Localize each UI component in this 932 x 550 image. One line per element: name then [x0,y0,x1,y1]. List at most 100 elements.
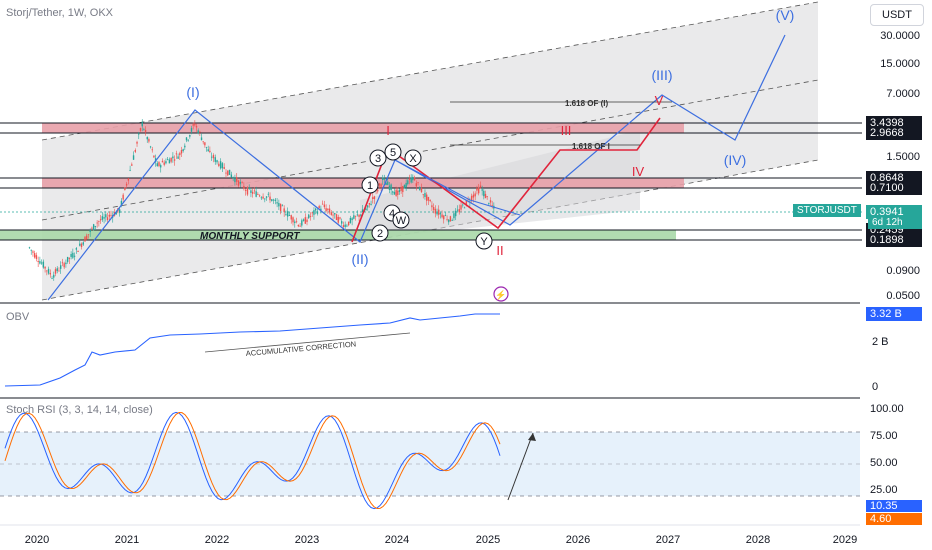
candle-body [271,199,273,202]
candle-body [334,213,336,215]
candle-body [481,189,483,191]
candle-body [122,194,124,200]
candle-body [175,153,178,155]
obv-current-tag: 3.32 B [866,307,922,321]
candle-body [462,204,464,206]
candle-body [219,161,222,169]
price-tick: 0.0500 [886,290,920,302]
red-wave-label: II [496,243,503,258]
candle-body [269,196,271,201]
candle-body [272,199,275,201]
candle-body [373,196,376,200]
candle-body [393,192,396,195]
candle-body [189,134,191,137]
candle-body [35,255,38,259]
candle-body [251,191,254,194]
candle-body [449,216,452,222]
blue-wave-label: (I) [186,84,199,100]
candle-body [413,177,416,181]
candle-body [424,193,426,197]
monthly-support-zone [0,230,676,240]
candle-body [75,248,78,250]
circled-wave-label: 4 [389,208,395,220]
candle-body [218,163,220,166]
candle-body [39,261,41,264]
circled-wave-marker [392,211,410,229]
candle-body [129,169,131,171]
lightning-icon[interactable] [493,286,509,302]
time-tick: 2023 [295,534,319,546]
candle-body [397,190,399,195]
candle-body [132,155,135,160]
currency-selector-button[interactable]: USDT [870,4,924,26]
obv-tick: 0 [872,381,879,393]
candle-body [47,268,50,274]
candle-body [488,203,490,204]
candle-body [292,217,294,223]
candle-body [351,218,353,221]
candle-body [426,194,428,201]
candle-body [410,177,412,183]
candle-body [184,145,186,148]
candle-body [51,277,53,279]
candle-body [378,183,381,186]
candle-body [337,216,339,223]
time-tick: 2026 [566,534,590,546]
candle-body [180,150,183,154]
candle-body [136,141,138,144]
stoch-tick: 100.00 [870,403,904,415]
candle-body [356,214,359,216]
candle-body [232,176,234,179]
candle-body [308,214,310,219]
candle-body [257,194,259,195]
fib-mid-label: 1.618 OF I [572,142,610,151]
candle-body [227,170,229,176]
candle-body [383,178,386,180]
candle-body [419,186,421,191]
candle-body [262,196,264,199]
countdown-tag: 6d 12h [868,216,922,229]
price-level-label: 0.7100 [866,181,922,195]
candle-body [49,272,51,275]
candle-body [441,214,443,218]
candle-body [44,266,46,269]
candle-body [32,251,34,253]
candle-body [330,212,333,215]
circled-wave-label: Y [480,236,488,248]
candle-body [339,217,341,219]
candle-body [279,203,282,212]
candle-body [194,123,196,126]
stoch-tick: 75.00 [870,430,898,442]
candle-body [385,182,387,186]
candle-body [58,270,60,272]
candle-body [212,155,215,159]
candle-body [372,197,374,200]
candle-body [241,182,243,184]
candle-body [470,195,473,201]
symbol-tag: STORJUSDT [793,204,861,217]
candle-body [463,207,466,209]
circled-wave-marker [371,224,389,242]
candle-body [478,187,480,194]
candle-body [46,270,48,272]
candle-body [460,205,462,210]
candle-body [168,159,171,164]
candle-body [144,129,147,133]
candle-body [80,243,83,248]
obv-line [4,313,500,387]
candle-body [197,130,199,134]
stoch-arrow-head [528,433,536,441]
red-wave-label: V [655,93,664,108]
candle-body [313,210,315,215]
candle-body [429,199,431,202]
candle-body [94,226,97,227]
candle-body [448,219,450,223]
candle-body [455,210,457,217]
candle-body [335,214,338,220]
candle-body [253,190,256,192]
candle-body [316,211,319,214]
candle-body [328,208,331,213]
candle-body [276,202,278,204]
candle-body [472,194,475,198]
